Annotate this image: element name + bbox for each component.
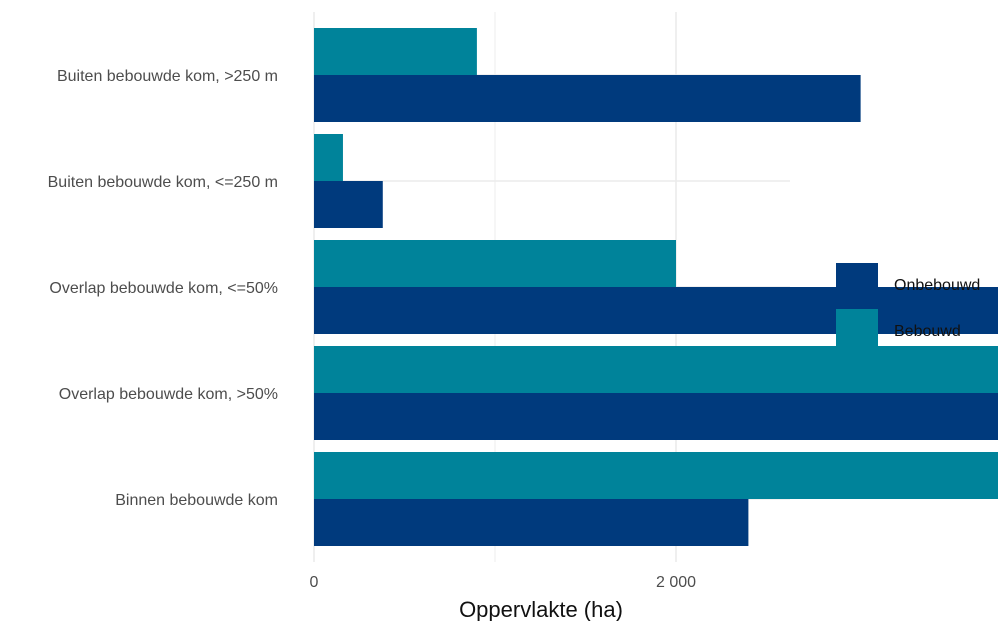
bar-onbebouwd bbox=[314, 287, 998, 334]
category-label: Buiten bebouwde kom, <=250 m bbox=[48, 174, 278, 191]
bars bbox=[314, 28, 998, 546]
bar-onbebouwd bbox=[314, 499, 749, 546]
legend-swatch bbox=[836, 309, 878, 351]
x-tick-label: 0 bbox=[310, 574, 319, 591]
bar-bebouwd bbox=[314, 240, 676, 287]
bar-bebouwd bbox=[314, 28, 477, 75]
bar-onbebouwd bbox=[314, 75, 861, 122]
category-label: Overlap bebouwde kom, >50% bbox=[59, 386, 278, 403]
category-label: Overlap bebouwde kom, <=50% bbox=[49, 280, 278, 297]
legend-label: Bebouwd bbox=[894, 323, 961, 340]
legend-label: Onbebouwd bbox=[894, 277, 980, 294]
category-label: Buiten bebouwde kom, >250 m bbox=[57, 68, 278, 85]
x-axis-title: Oppervlakte (ha) bbox=[459, 597, 623, 621]
category-label: Binnen bebouwde kom bbox=[115, 492, 278, 509]
bar-bebouwd bbox=[314, 452, 998, 499]
bar-onbebouwd bbox=[314, 393, 998, 440]
x-tick-label: 2 000 bbox=[656, 574, 696, 591]
category-labels: Buiten bebouwde kom, >250 m Buiten bebouw… bbox=[48, 68, 278, 509]
x-tick-labels: 02 0004 0006 000 bbox=[310, 574, 697, 591]
legend: Onbebouwd Bebouwd bbox=[836, 263, 980, 351]
bar-bebouwd bbox=[314, 346, 998, 393]
legend-swatch bbox=[836, 263, 878, 305]
bar-onbebouwd bbox=[314, 181, 383, 228]
bar-bebouwd bbox=[314, 134, 343, 181]
